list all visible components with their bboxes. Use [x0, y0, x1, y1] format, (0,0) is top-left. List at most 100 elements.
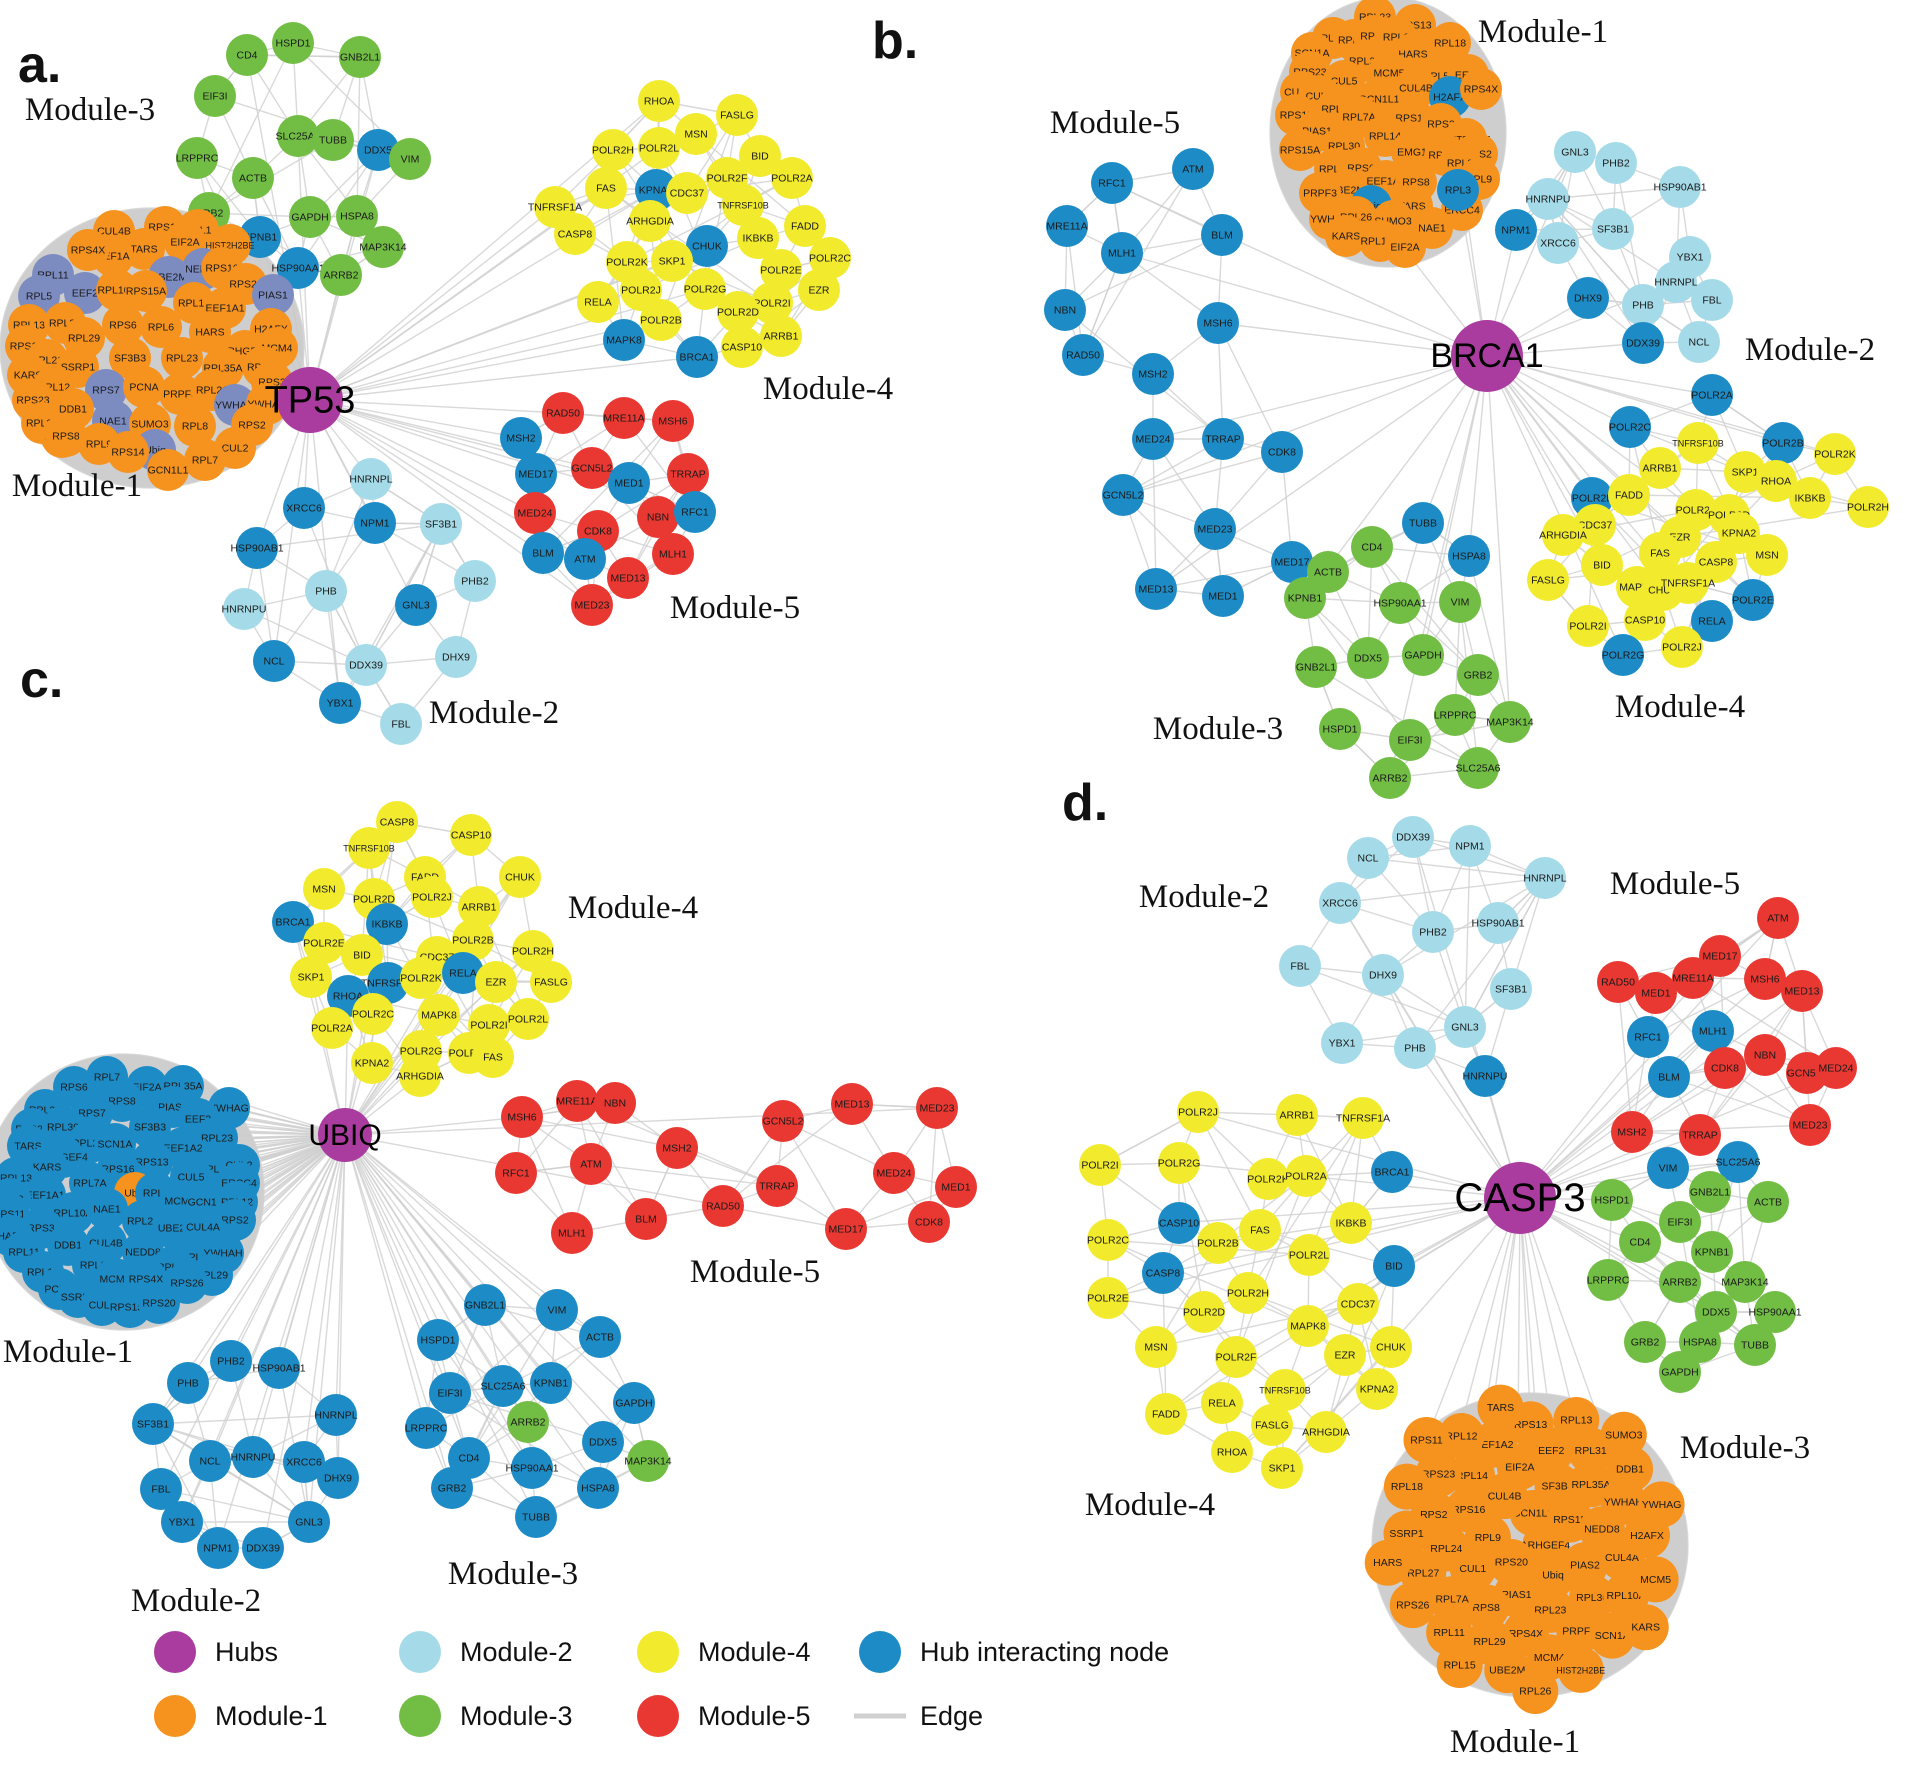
node-label-POLR2J: POLR2J	[1662, 642, 1702, 654]
node-MSN: MSN	[1135, 1326, 1177, 1368]
node-MAP3K14: MAP3K14	[1486, 701, 1534, 743]
node-circle-MSN	[1746, 534, 1788, 576]
node-ARHGDIA: ARHGDIA	[626, 200, 674, 242]
node-label-CDC37: CDC37	[1578, 520, 1613, 532]
hub-edge	[160, 1134, 346, 1490]
node-circle-EZR	[1324, 1334, 1366, 1376]
node-DDX39: DDX39	[1622, 322, 1664, 364]
node-NPM1: NPM1	[1495, 209, 1537, 251]
node-circle-EIF3I	[1389, 719, 1431, 761]
node-label-MLH1: MLH1	[1108, 248, 1136, 260]
legend-swatch-module-1	[154, 1695, 196, 1737]
node-label-GNB2L1: GNB2L1	[1296, 662, 1336, 674]
node-SKP1: SKP1	[1261, 1447, 1303, 1489]
node-circle-HARS	[189, 311, 231, 353]
node-label-UBE2M: UBE2M	[1489, 1665, 1525, 1677]
hub-edge	[1486, 355, 1511, 723]
legend-swatch-hubs	[154, 1631, 196, 1673]
node-circle-XRCC6	[283, 487, 325, 529]
node-MSH6: MSH6	[652, 400, 694, 442]
node-label-VIM: VIM	[1659, 1163, 1678, 1175]
node-circle-TNFRSF10B	[348, 827, 390, 869]
node-label-ARHGDIA: ARHGDIA	[1302, 1427, 1350, 1439]
node-POLR2E: POLR2E	[303, 922, 345, 964]
node-label-MSN: MSN	[1144, 1342, 1167, 1354]
node-circle-HSP90AA1	[1379, 582, 1421, 624]
node-label-RPL9: RPL9	[1475, 1532, 1501, 1544]
node-circle-TUBB	[1734, 1324, 1776, 1366]
edge	[1064, 234, 1223, 311]
node-circle-BLM	[1648, 1056, 1690, 1098]
node-label-PHB: PHB	[1404, 1043, 1426, 1055]
node-label-CDK8: CDK8	[584, 526, 612, 538]
node-XRCC6: XRCC6	[1537, 222, 1579, 264]
hub-label-BRCA1: BRCA1	[1430, 337, 1543, 375]
node-GNL3: GNL3	[288, 1501, 330, 1543]
node-HSPA8: HSPA8	[577, 1467, 619, 1509]
node-GNL3: GNL3	[1554, 131, 1596, 173]
node-label-POLR2D: POLR2D	[1183, 1307, 1225, 1319]
node-label-FBL: FBL	[151, 1484, 170, 1496]
node-label-PHB: PHB	[1632, 300, 1654, 312]
node-circle-MSH6	[652, 400, 694, 442]
node-MSH2: MSH2	[1611, 1111, 1653, 1153]
node-SKP1: SKP1	[651, 240, 693, 282]
node-RPS16: RPS16	[1445, 1486, 1492, 1533]
node-circle-VIM	[1647, 1147, 1689, 1189]
node-label-HNRNPL: HNRNPL	[1523, 873, 1566, 885]
node-circle-MSH2	[1132, 353, 1174, 395]
node-circle-TUBB	[515, 1496, 557, 1538]
node-circle-HSP90AA1	[1754, 1291, 1796, 1333]
hub-edge	[1389, 355, 1488, 779]
node-SLC25A6: SLC25A6	[1456, 747, 1501, 789]
node-circle-GNL3	[1444, 1006, 1486, 1048]
hub-edge	[182, 1085, 346, 1136]
node-circle-GAPDH	[289, 196, 331, 238]
node-circle-POLR2C	[1609, 406, 1651, 448]
node-SF3B1: SF3B1	[132, 1403, 174, 1445]
node-circle-NPM1	[354, 502, 396, 544]
node-ATM: ATM	[564, 538, 606, 580]
node-circle-MAPK8	[1287, 1305, 1329, 1347]
node-FAS: FAS	[585, 167, 627, 209]
node-MAPK8: MAPK8	[603, 319, 645, 361]
node-MED24: MED24	[514, 492, 556, 534]
node-circle-CDC37	[1574, 504, 1616, 546]
node-circle-SF3B3	[129, 1106, 171, 1148]
node-circle-DDX39	[1622, 322, 1664, 364]
node-CHUK: CHUK	[686, 225, 728, 267]
node-circle-MCM5	[1632, 1556, 1679, 1603]
edge	[521, 1116, 678, 1149]
node-label-BLM: BLM	[1211, 230, 1233, 242]
node-circle-TNFRSF10B	[1677, 422, 1719, 464]
hub-edge	[303, 1134, 346, 1463]
node-label-HNRNPU: HNRNPU	[222, 604, 267, 616]
node-circle-KARS	[1325, 215, 1367, 257]
node-label-CHUK: CHUK	[505, 872, 535, 884]
node-label-POLR2K: POLR2K	[400, 973, 441, 985]
node-label-BLM: BLM	[1658, 1072, 1680, 1084]
node-circle-NCL	[189, 1440, 231, 1482]
node-EZR: EZR	[1324, 1334, 1366, 1376]
node-circle-MSN	[675, 113, 717, 155]
hub-edge	[1121, 252, 1488, 357]
node-label-HNRNPU: HNRNPU	[1526, 194, 1571, 206]
node-SF3B3: SF3B3	[129, 1106, 171, 1148]
node-circle-GNB2L1	[1295, 646, 1337, 688]
node-SUMO3: SUMO3	[1600, 1411, 1647, 1458]
node-circle-MSN	[1135, 1326, 1177, 1368]
node-label-HIST2H2BE: HIST2H2BE	[1556, 1665, 1605, 1675]
legend-label-module-3: Module-3	[460, 1701, 573, 1731]
node-CASP8: CASP8	[554, 213, 596, 255]
node-label-TNFRSF10B: TNFRSF10B	[717, 201, 769, 211]
node-LRPPRC: LRPPRC	[176, 137, 219, 179]
node-circle-RELA	[1691, 600, 1733, 642]
hub-edge	[309, 399, 341, 704]
node-EZR: EZR	[475, 961, 517, 1003]
node-circle-TRRAP	[756, 1165, 798, 1207]
node-label-DDX39: DDX39	[1626, 338, 1660, 350]
node-label-TARS: TARS	[1487, 1402, 1514, 1414]
node-circle-KPNA2	[1356, 1368, 1398, 1410]
node-MAP3K14: MAP3K14	[624, 1440, 672, 1482]
node-label-SKP1: SKP1	[1732, 467, 1759, 479]
